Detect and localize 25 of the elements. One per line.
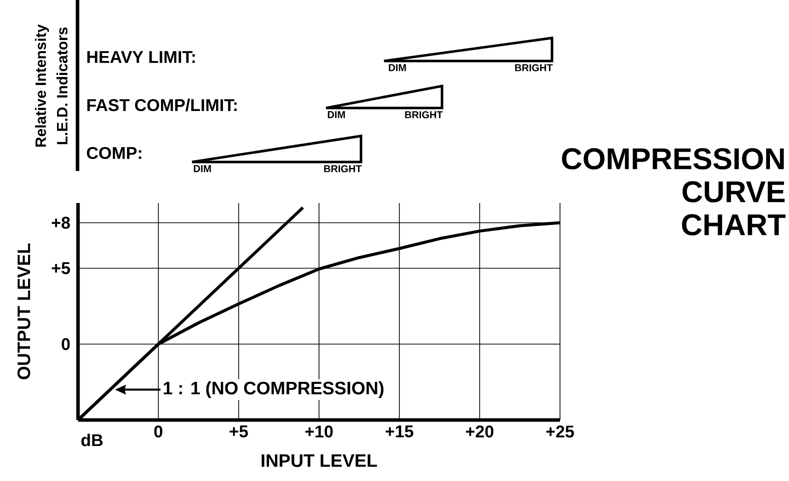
y-tick-label: +5 [52, 262, 70, 274]
x-tick-label: 0 [154, 426, 162, 438]
text: dB [81, 434, 103, 446]
x-tick-label: +20 [466, 426, 494, 438]
text: COMPRESSION CURVE CHART [562, 148, 786, 236]
text: DIM [388, 64, 406, 72]
text: DIM [194, 165, 211, 172]
text: DIM [328, 111, 345, 118]
x-tick-label: +15 [386, 426, 414, 438]
annotation: 1 : 1 (NO COMPRESSION) [164, 381, 384, 398]
text: FAST COMP/LIMIT: [87, 98, 237, 112]
x-tick-label: +25 [546, 426, 574, 438]
y-axis-title: OUTPUT LEVEL [17, 244, 30, 380]
y-tick-label: +8 [52, 216, 70, 229]
text: COMP: [86, 146, 142, 160]
text: BRIGHT [324, 165, 362, 172]
text: L.E.D. Indicators [56, 27, 68, 144]
text: BRIGHT [515, 64, 553, 72]
text: Relative Intensity [35, 24, 49, 147]
y-tick-label: 0 [62, 338, 70, 350]
text: HEAVY LIMIT: [87, 51, 195, 63]
x-tick-label: +10 [305, 426, 333, 438]
x-tick-label: +5 [230, 426, 248, 438]
text: BRIGHT [405, 111, 443, 118]
x-axis-title: INPUT LEVEL [262, 454, 377, 467]
